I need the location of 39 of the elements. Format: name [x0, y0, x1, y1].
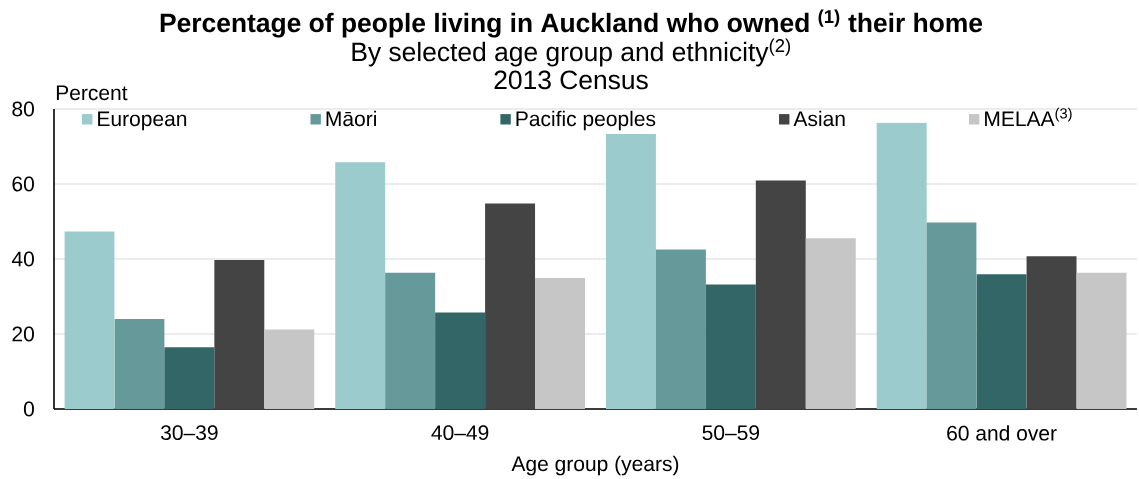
y-tick-label: 80 — [12, 101, 34, 117]
bar — [926, 222, 977, 409]
bar — [435, 312, 486, 409]
legend-label: Asian — [793, 110, 845, 127]
bar — [214, 260, 265, 409]
legend-label: European — [98, 111, 187, 131]
bar — [1076, 272, 1127, 409]
bar — [876, 122, 927, 409]
legend-label: Pacific peoples — [516, 110, 656, 131]
y-tick-label: 20 — [12, 326, 34, 342]
bar — [164, 347, 215, 409]
bar — [605, 134, 656, 409]
bar — [655, 249, 706, 409]
x-axis-title: Age group (years) — [511, 455, 679, 476]
x-tick-label: 50–59 — [702, 425, 760, 441]
bar — [385, 272, 436, 409]
chart-title: Percentage of people living in Auckland who owned $^{(1)}$ their home — [160, 9, 983, 38]
y-axis-title: Percent — [56, 85, 128, 101]
x-tick-label: 60 and over — [947, 425, 1057, 441]
bar — [264, 329, 315, 409]
bar — [1026, 256, 1077, 409]
bar — [535, 278, 585, 409]
legend-label: Māori — [326, 110, 376, 127]
bar — [335, 162, 386, 409]
bar — [755, 180, 806, 409]
x-tick-label: 30–39 — [160, 425, 218, 441]
legend-label: MELAA$^{(3)}$ — [985, 107, 1072, 126]
bar — [805, 238, 856, 409]
y-tick-label: 0 — [23, 401, 34, 417]
y-tick-label: 60 — [12, 176, 34, 192]
bar — [485, 203, 536, 409]
y-tick-label: 40 — [11, 251, 34, 267]
text: 2013 Census — [494, 70, 648, 90]
bar — [114, 319, 165, 409]
chart-subtitle: By selected age group and ethnicity$^{(2)}$ — [352, 38, 791, 67]
bar — [976, 274, 1027, 409]
bar — [64, 231, 115, 409]
x-tick-label: 40–49 — [431, 425, 489, 441]
bar — [705, 284, 756, 409]
